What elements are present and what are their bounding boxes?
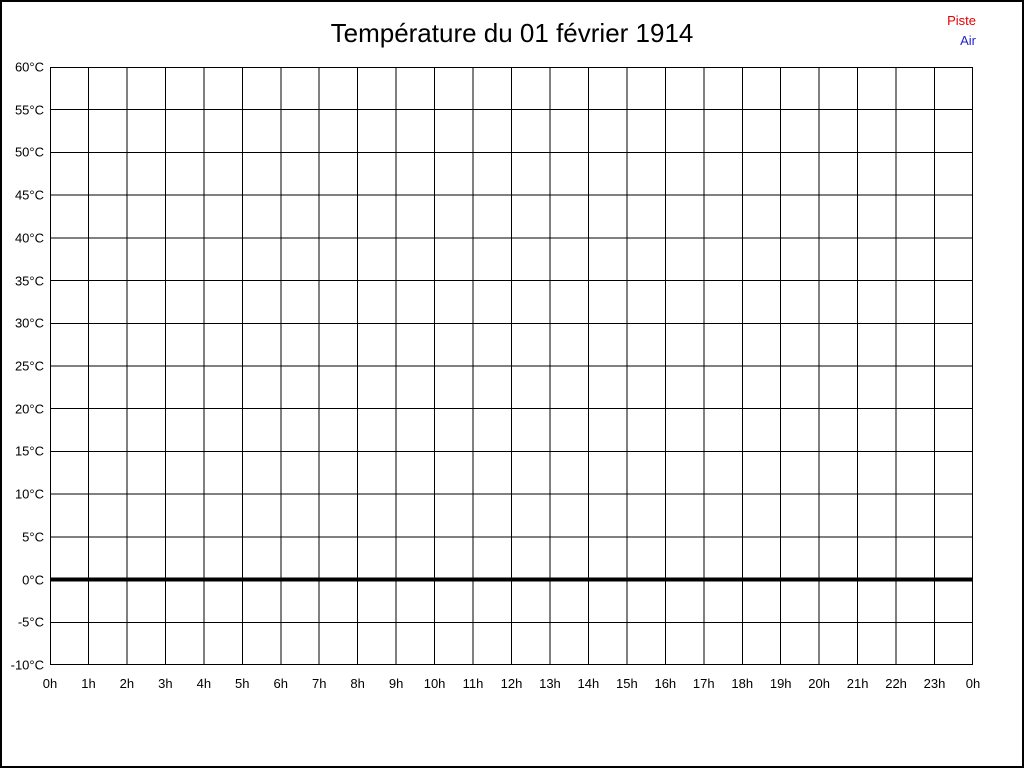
y-tick-label: 45°C	[14, 187, 44, 203]
legend-item-air: Air	[960, 33, 976, 48]
x-tick-label: 20h	[808, 676, 831, 691]
y-tick-label: 25°C	[14, 358, 44, 374]
y-tick-label: 50°C	[14, 144, 44, 160]
y-tick-label: 10°C	[14, 486, 44, 502]
x-tick-label: 5h	[235, 676, 250, 691]
x-tick-label: 13h	[539, 676, 561, 691]
x-tick-label: 6h	[273, 676, 288, 691]
y-tick-label: -5°C	[17, 614, 44, 630]
x-tick-label: 10h	[423, 676, 446, 691]
y-tick-label: -10°C	[10, 657, 44, 673]
x-tick-label: 1h	[81, 676, 96, 691]
x-tick-label: 21h	[846, 676, 869, 691]
y-tick-label: 5°C	[22, 529, 44, 545]
x-tick-label: 19h	[769, 676, 792, 691]
x-tick-label: 12h	[500, 676, 523, 691]
x-tick-label: 4h	[196, 676, 212, 691]
x-axis-labels: 0h 1h 2h 3h 4h 5h 6h 7h 8h 9h 10h 11h 12h 13h 14h 15h 16…	[43, 676, 980, 692]
y-tick-label: 0°C	[22, 572, 44, 588]
x-tick-label: 7h	[311, 676, 327, 691]
y-tick-label: 40°C	[14, 230, 44, 246]
x-tick-label: 3h	[158, 676, 173, 691]
plot-area	[50, 67, 973, 665]
legend-item-piste: Piste	[947, 13, 976, 28]
x-tick-label: 16h	[654, 676, 677, 691]
y-tick-label: 55°C	[14, 102, 44, 118]
x-tick-label: 14h	[577, 676, 600, 691]
y-tick-label: 35°C	[14, 273, 44, 289]
x-tick-label: 11h	[462, 676, 484, 691]
legend: Piste Air	[947, 11, 976, 51]
x-tick-label: 18h	[731, 676, 754, 691]
x-tick-label: 0h	[965, 676, 981, 691]
x-tick-label: 9h	[388, 676, 404, 691]
chart-title: Température du 01 février 1914	[330, 18, 694, 48]
x-tick-label: 15h	[616, 676, 638, 691]
x-tick-label: 8h	[350, 676, 365, 691]
y-tick-label: 30°C	[14, 315, 44, 331]
x-tick-label: 17h	[692, 676, 715, 691]
x-tick-label: 0h	[42, 676, 58, 691]
x-tick-label: 23h	[923, 676, 946, 691]
y-tick-label: 60°C	[14, 59, 44, 75]
y-tick-label: 15°C	[14, 443, 44, 459]
y-axis-labels: 60°C 55°C 50°C 45°C 40°C 35°C 30°C 25°C 20°C 15°C…	[2, 60, 44, 673]
grid	[50, 67, 973, 665]
x-tick-label: 2h	[119, 676, 135, 691]
y-tick-label: 20°C	[14, 401, 44, 417]
x-tick-label: 22h	[885, 676, 907, 691]
